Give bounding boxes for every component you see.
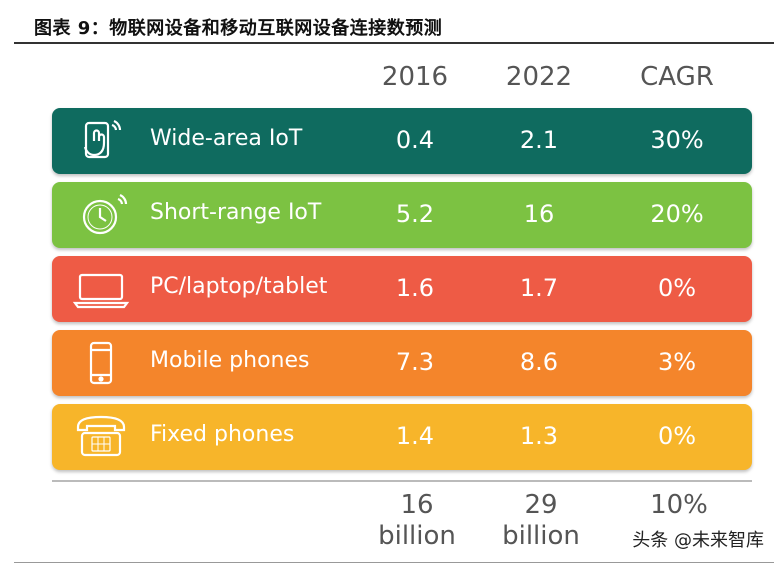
total-2022-unit: billion <box>502 521 580 551</box>
total-cagr-value: 10% <box>650 490 708 520</box>
value-2022: 16 <box>523 200 555 228</box>
row-short-range-iot: Short-range IoT 5.2 16 20% <box>52 182 752 248</box>
value-cagr: 30% <box>650 126 704 154</box>
row-label: Short-range IoT <box>150 200 322 225</box>
total-cagr: 10% <box>614 490 744 521</box>
value-2016: 7.3 <box>395 348 435 376</box>
chart-title: 图表 9：物联网设备和移动互联网设备连接数预测 <box>34 18 443 39</box>
value-2022: 2.1 <box>519 126 559 154</box>
total-2022: 29 billion <box>476 490 606 552</box>
value-2022: 8.6 <box>519 348 559 376</box>
value-2016: 5.2 <box>395 200 435 228</box>
value-2016: 1.6 <box>395 274 435 302</box>
row-wide-area-iot: Wide-area IoT 0.4 2.1 30% <box>52 108 752 174</box>
row-label: Mobile phones <box>150 348 310 373</box>
title-bar: 图表 9：物联网设备和移动互联网设备连接数预测 <box>14 8 774 44</box>
value-cagr: 0% <box>657 274 697 302</box>
value-cagr: 0% <box>657 422 697 450</box>
value-2022: 1.3 <box>519 422 559 450</box>
value-2022: 1.7 <box>519 274 559 302</box>
row-label: Fixed phones <box>150 422 295 447</box>
column-header-2016: 2016 <box>381 62 449 92</box>
touch-phone-icon <box>72 119 130 163</box>
row-pc-laptop-tablet: PC/laptop/tablet 1.6 1.7 0% <box>52 256 752 322</box>
row-mobile-phones: Mobile phones 7.3 8.6 3% <box>52 330 752 396</box>
total-2016-value: 16 <box>400 490 434 520</box>
column-header-cagr: CAGR <box>640 62 714 92</box>
mobile-phone-icon <box>72 341 130 385</box>
total-2022-value: 29 <box>524 490 558 520</box>
total-2016: 16 billion <box>352 490 482 552</box>
total-2016-unit: billion <box>378 521 456 551</box>
value-2016: 1.4 <box>395 422 435 450</box>
fixed-phone-icon <box>72 415 130 459</box>
row-label: Wide-area IoT <box>150 126 303 151</box>
column-header-2022: 2022 <box>505 62 573 92</box>
value-cagr: 20% <box>650 200 704 228</box>
laptop-icon <box>72 267 130 311</box>
watermark: 头条 @未来智库 <box>632 530 764 551</box>
watch-icon <box>72 193 130 237</box>
row-label: PC/laptop/tablet <box>150 274 328 299</box>
bottom-rule <box>14 562 774 563</box>
value-cagr: 3% <box>657 348 697 376</box>
totals-separator <box>52 480 752 482</box>
row-fixed-phones: Fixed phones 1.4 1.3 0% <box>52 404 752 470</box>
value-2016: 0.4 <box>395 126 435 154</box>
